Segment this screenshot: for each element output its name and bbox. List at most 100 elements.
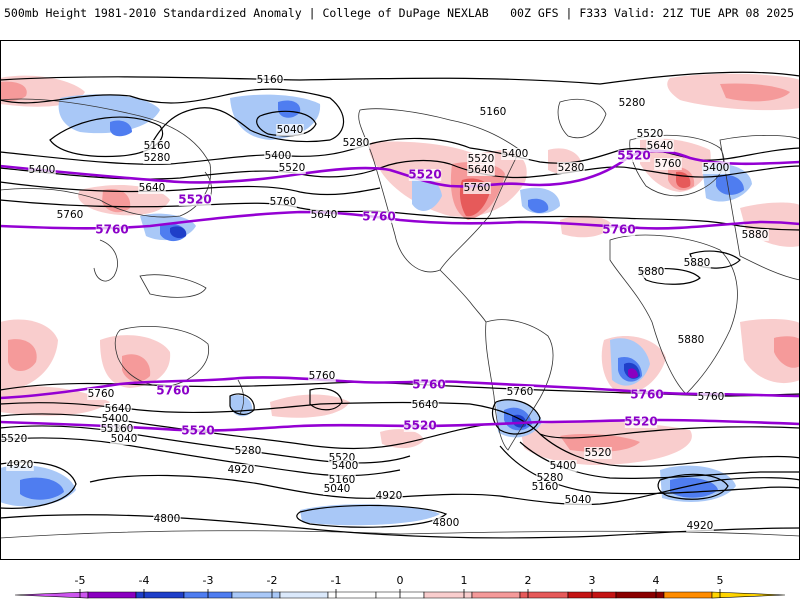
contour-label: 5760 [309,370,336,382]
contour-label: 4920 [376,490,403,502]
contour-label: 5760 [57,209,84,221]
contour-label: 5520 [637,128,664,140]
highlight-contour-label: 5520 [181,424,214,438]
contour-label-bg [143,140,171,152]
contour-label: 5160 [107,423,134,435]
highlight-contour-label-bg [624,416,658,428]
colorbar-tick-label: 3 [589,574,596,587]
colorbar-tick-label: 0 [397,574,404,587]
contour-label-bg [479,106,507,118]
colorbar-swatch [615,591,665,599]
contour-label: 5160 [257,74,284,86]
highlight-contour-label-bg [617,150,651,162]
contour-label: 5880 [684,257,711,269]
contour-label: 5640 [468,164,495,176]
contour-label: 5400 [550,460,577,472]
colorbar-tick-label: -1 [331,574,342,587]
contour-label: 5400 [703,162,730,174]
contour-label: 5160 [144,140,171,152]
contour-label-bg [110,433,138,445]
anomaly-map: 5160504051605280552056405760516052805280… [0,40,800,560]
colorbar-tick-label: 2 [525,574,532,587]
contour-label: 5880 [638,266,665,278]
contour-label: 5640 [105,403,132,415]
colorbar-swatch [711,591,786,599]
contour-label: 4800 [433,517,460,529]
contour-label-bg [467,164,495,176]
contour-label-bg [637,266,665,278]
contour-label: 5880 [678,334,705,346]
contour-label: 5280 [558,162,585,174]
colorbar-swatch [135,591,185,599]
contour-label: 5400 [332,460,359,472]
contour-label-bg [104,403,132,415]
highlight-contour-label: 5520 [408,168,441,182]
contour-label-bg [531,481,559,493]
contour-label: 5760 [88,388,115,400]
contour-label: 5520 [1,433,28,445]
contour-label-bg [264,150,292,162]
colorbar-swatch [14,591,89,599]
colorbar-legend: -5 -4 -3 -2 -1 0 1 2 3 4 5 [14,574,786,599]
contour-label-bg [234,445,262,457]
contour-label: 5640 [647,140,674,152]
contour-label-bg [143,152,171,164]
highlight-contour-label: 5760 [156,384,189,398]
contour-label: 5160 [532,481,559,493]
contour-label-bg [584,447,612,459]
contour-label: 5520 [279,162,306,174]
highlight-contour-label: 5520 [624,415,657,429]
contour-label: 5040 [565,494,592,506]
contour-label-bg [618,97,646,109]
contour-label-bg [697,391,725,403]
colorbar-tick-label: -5 [75,574,86,587]
map-title: 500mb Height 1981-2010 Standardized Anom… [4,6,489,20]
contour-label-bg [153,513,181,525]
contour-label-bg [106,423,134,435]
contour-label: 5280 [343,137,370,149]
contour-label-bg [375,490,403,502]
contour-label: 5400 [265,150,292,162]
contour-label-bg [308,370,336,382]
highlight-contour-label-bg [181,425,215,437]
highlight-contour-label-bg [156,385,190,397]
contour-label: 5400 [502,148,529,160]
contour-label-bg [646,140,674,152]
contour-labels: 5160504051605280552056405760516052805280… [0,74,769,532]
highlight-contour-label-bg [408,169,442,181]
contour-label-bg [56,209,84,221]
contour-label-bg [87,388,115,400]
contour-label: 4920 [687,520,714,532]
contour-label: 5400 [29,164,56,176]
contour-label: 5520 [585,447,612,459]
contour-label: 5760 [464,182,491,194]
contour-label-bg [101,413,129,425]
contour-label-bg [463,182,491,194]
contour-label: 5040 [324,483,351,495]
highlight-contour-label-bg [178,194,212,206]
highlight-contour-label: 5760 [95,223,128,237]
contour-label: 5040 [111,433,138,445]
colorbar-tick-label: 4 [653,574,660,587]
contour-label-bg [654,158,682,170]
highlight-contour-label-bg [602,224,636,236]
contour-label-bg [677,334,705,346]
contour-label: 5280 [235,445,262,457]
contour-label-bg [323,483,351,495]
contour-label: 5760 [270,196,297,208]
contour-label-bg [686,520,714,532]
contour-label-bg [28,164,56,176]
contour-label: 5280 [144,152,171,164]
contour-label: 5640 [412,399,439,411]
contour-label: 5040 [277,124,304,136]
highlight-contour-label-bg [362,211,396,223]
colorbar-tick-label: -4 [139,574,150,587]
colorbar-tick-label: -2 [267,574,278,587]
contour-label-bg [6,459,34,471]
contour-label: 4920 [7,459,34,471]
highlight-contour-label: 5760 [602,223,635,237]
contour-label-bg [342,137,370,149]
contour-label-bg [501,148,529,160]
contour-label-bg [432,517,460,529]
contour-label: 4800 [154,513,181,525]
